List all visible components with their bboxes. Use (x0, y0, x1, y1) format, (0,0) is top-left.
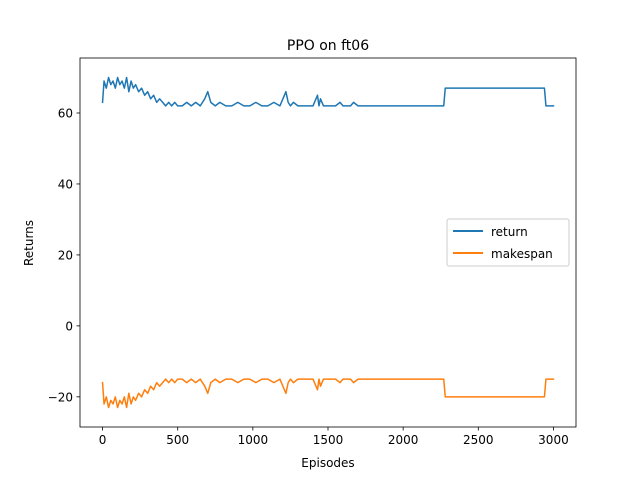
y-tick-label: 0 (65, 319, 73, 333)
y-tick-label: 20 (58, 248, 73, 262)
y-tick-label: −20 (48, 390, 73, 404)
x-tick-label: 2500 (463, 433, 494, 447)
legend: return makespan (446, 218, 570, 267)
x-tick-label: 1500 (313, 433, 344, 447)
chart-title: PPO on ft06 (287, 38, 369, 54)
series-line-makespan (101, 378, 555, 409)
x-tick-label: 2000 (388, 433, 419, 447)
x-tick-label: 1000 (238, 433, 269, 447)
x-tick-label: 0 (99, 433, 107, 447)
legend-label-makespan: makespan (491, 247, 553, 261)
series-layer (101, 76, 555, 409)
y-tick-label: 60 (58, 106, 73, 120)
y-axis-ticks: −20 0 20 40 60 (48, 106, 80, 404)
series-line-return (101, 76, 555, 107)
x-tick-label: 500 (166, 433, 189, 447)
x-axis-ticks: 0 500 1000 1500 2000 2500 3000 (99, 427, 569, 447)
x-axis-title: Episodes (301, 456, 354, 470)
y-tick-label: 40 (58, 177, 73, 191)
y-axis-title: Returns (22, 220, 36, 266)
x-tick-label: 3000 (538, 433, 569, 447)
legend-label-return: return (491, 225, 528, 239)
